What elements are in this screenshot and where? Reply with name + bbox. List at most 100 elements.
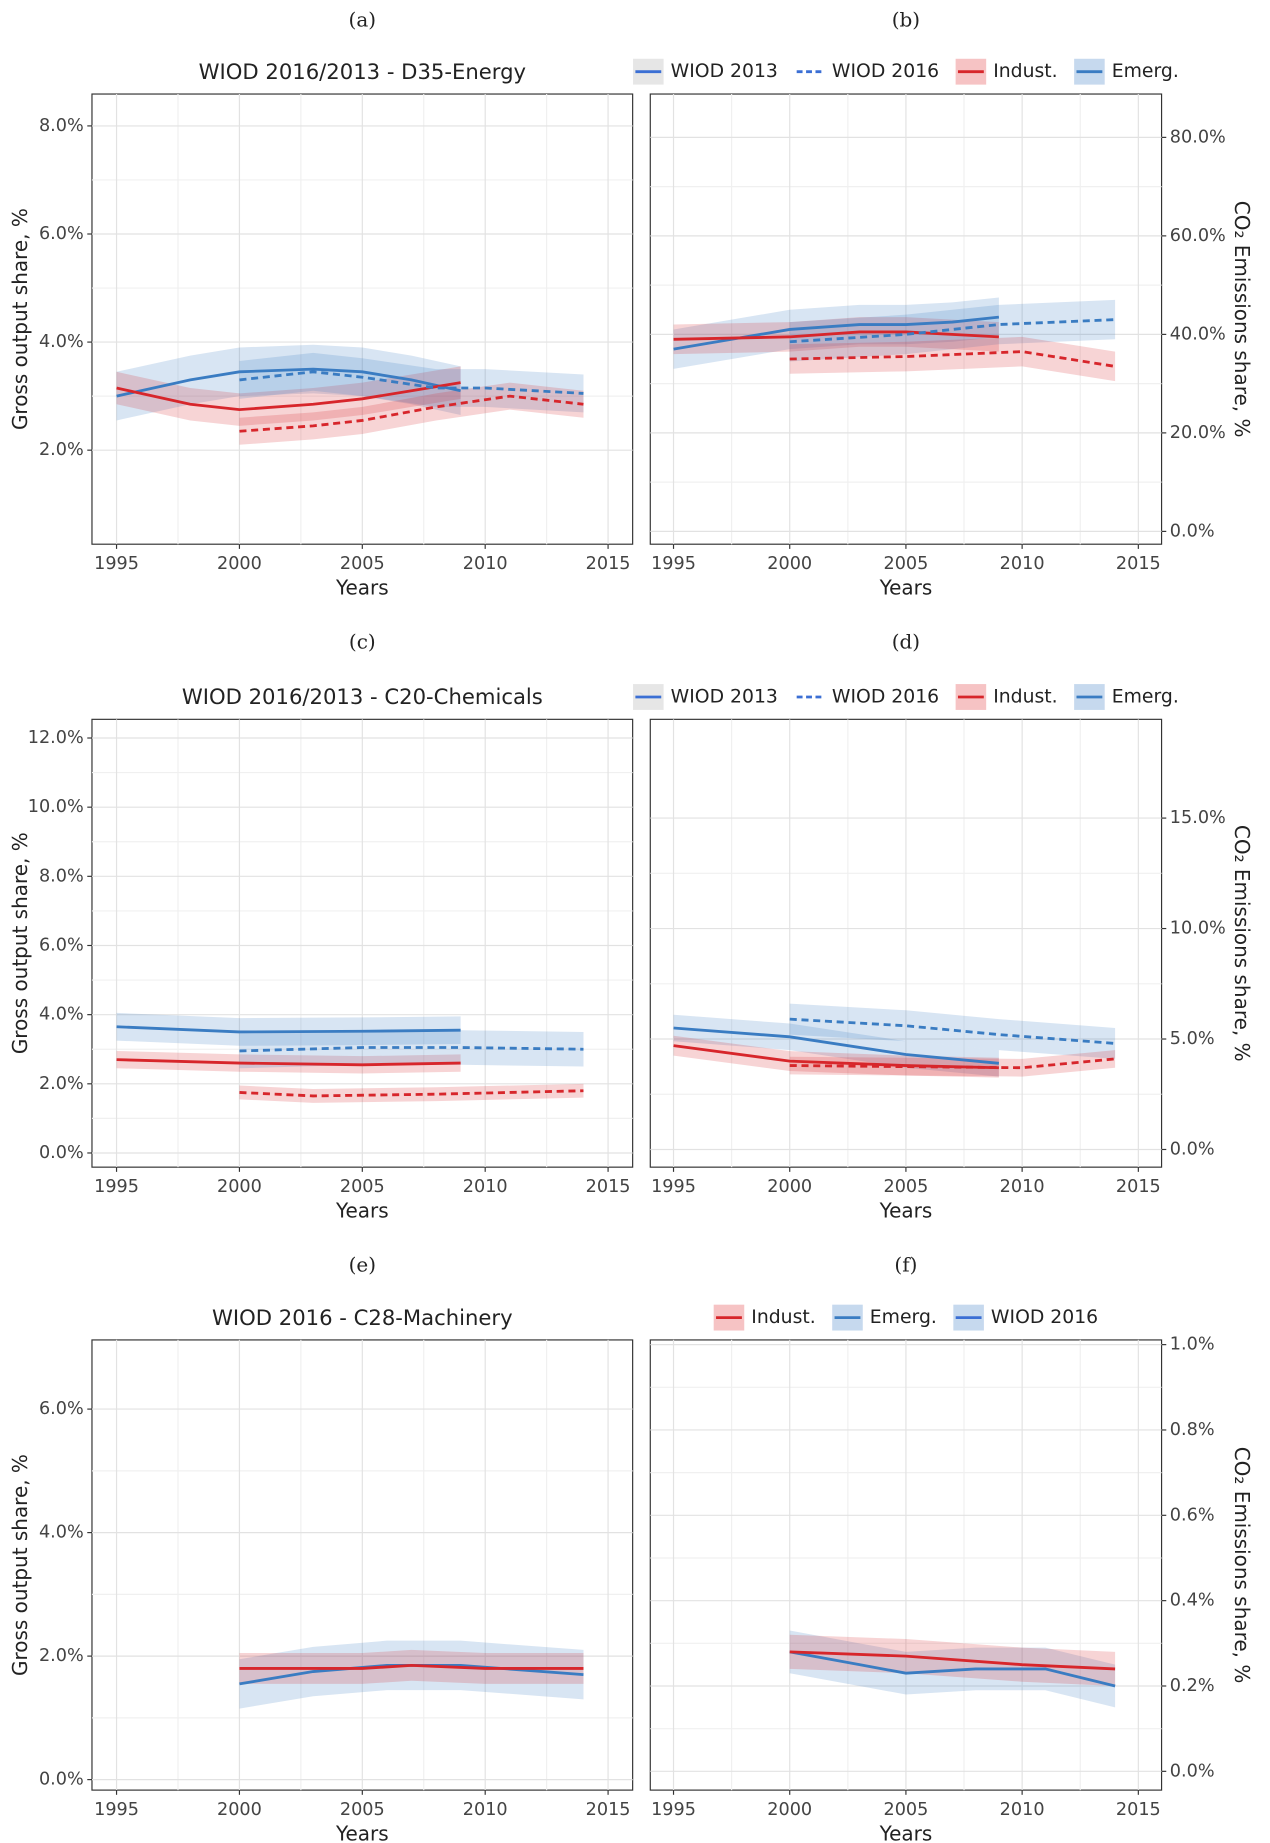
y-tick-label: 0.0% — [39, 1143, 84, 1163]
smooth-line — [116, 1058, 461, 1067]
y-tick-label: 4.0% — [39, 332, 84, 352]
panel-label: (f) — [894, 1252, 917, 1276]
y-tick-label: 6.0% — [39, 1399, 84, 1419]
confidence-band — [116, 1050, 461, 1074]
confidence-band — [116, 344, 461, 421]
x-tick-label: 2005 — [340, 1800, 385, 1820]
x-tick-label: 2000 — [217, 1800, 262, 1820]
x-axis-label: Years — [335, 575, 389, 599]
x-tick-label: 2000 — [217, 1177, 262, 1197]
x-tick-label: 2005 — [340, 554, 385, 574]
y-tick-label: 0.8% — [1170, 1420, 1215, 1440]
x-tick-label: 1995 — [94, 554, 139, 574]
legend-label: Emerg. — [870, 1307, 937, 1328]
confidence-band — [116, 366, 461, 426]
smooth-line — [789, 1650, 1116, 1671]
legend-item: WIOD 2013 — [633, 684, 778, 710]
legend-label: Emerg. — [1112, 687, 1179, 708]
confidence-band — [789, 336, 1116, 382]
y-tick-label: 40.0% — [1170, 324, 1226, 344]
smooth-line — [673, 1044, 999, 1070]
x-tick-label: 2010 — [463, 554, 508, 574]
confidence-band — [239, 1030, 584, 1069]
y-tick-label: 80.0% — [1170, 127, 1226, 147]
x-tick-label: 2000 — [217, 554, 262, 574]
x-tick-label: 2000 — [767, 554, 812, 574]
legend-label: Indust. — [993, 61, 1057, 82]
x-tick-label: 2005 — [883, 1177, 928, 1197]
confidence-band — [789, 1003, 1116, 1059]
smooth-line — [116, 381, 461, 412]
confidence-band — [789, 1630, 1116, 1708]
panel-label: (d) — [892, 629, 920, 653]
y-tick-label: 20.0% — [1170, 423, 1226, 443]
confidence-band — [239, 1649, 584, 1684]
smooth-line — [116, 1025, 461, 1034]
y-tick-label: 2.0% — [39, 1646, 84, 1666]
x-tick-label: 2005 — [340, 1177, 385, 1197]
legend-label: Indust. — [751, 1307, 815, 1328]
legend-item: WIOD 2016 — [953, 1304, 1098, 1331]
legend-label: Emerg. — [1112, 61, 1179, 82]
smooth-line — [239, 1046, 584, 1053]
y-tick-label: 60.0% — [1170, 226, 1226, 246]
x-tick-label: 2000 — [767, 1177, 812, 1197]
smooth-line — [673, 330, 999, 341]
legend-item: WIOD 2016 — [794, 684, 939, 710]
legend-label: WIOD 2016 — [832, 61, 939, 82]
x-tick-label: 2010 — [1000, 1177, 1045, 1197]
y-tick-label: 4.0% — [39, 1523, 84, 1543]
y-tick-label: 0.0% — [39, 1770, 84, 1790]
legend: WIOD 2013 WIOD 2016 Indust. Emerg. — [633, 58, 1179, 85]
x-tick-label: 2010 — [1000, 1800, 1045, 1820]
x-tick-label: 2015 — [586, 1177, 631, 1197]
panel-label: (a) — [349, 8, 377, 32]
y-tick-label: 12.0% — [28, 728, 84, 748]
y-tick-label: 4.0% — [39, 1005, 84, 1025]
x-tick-label: 2015 — [1116, 554, 1161, 574]
legend: WIOD 2013 WIOD 2016 Indust. Emerg. — [633, 684, 1179, 710]
confidence-band — [239, 1083, 584, 1103]
legend-item: WIOD 2016 — [794, 58, 939, 85]
y-tick-label: 0.6% — [1170, 1505, 1215, 1525]
legend-item: WIOD 2013 — [633, 58, 778, 85]
confidence-band — [116, 1012, 461, 1046]
y-axis-label: CO₂ Emissions share, % — [1230, 825, 1254, 1062]
y-tick-label: 0.0% — [1170, 1761, 1215, 1781]
legend-label: WIOD 2016 — [991, 1307, 1098, 1328]
legend-item: Emerg. — [1074, 684, 1179, 710]
legend-item: Emerg. — [832, 1304, 937, 1331]
panel-label: (c) — [349, 629, 376, 653]
confidence-band — [673, 317, 999, 355]
legend: Indust. Emerg. WIOD 2016 — [713, 1304, 1098, 1331]
smooth-line — [239, 1089, 584, 1098]
x-tick-label: 1995 — [94, 1177, 139, 1197]
y-tick-label: 5.0% — [1170, 1029, 1215, 1049]
confidence-band — [673, 1014, 999, 1077]
panel-label: (e) — [349, 1252, 376, 1276]
x-tick-label: 1995 — [651, 554, 696, 574]
x-tick-label: 2005 — [883, 1800, 928, 1820]
x-tick-label: 1995 — [651, 1177, 696, 1197]
x-axis-label: Years — [335, 1821, 389, 1843]
x-tick-label: 2015 — [1116, 1800, 1161, 1820]
smooth-line — [239, 1663, 584, 1670]
y-axis-label: Gross output share, % — [8, 832, 32, 1054]
x-tick-label: 2000 — [767, 1800, 812, 1820]
legend-label: WIOD 2013 — [671, 61, 778, 82]
legend-label: Indust. — [993, 687, 1057, 708]
smooth-line — [116, 367, 461, 398]
x-tick-label: 1995 — [651, 1800, 696, 1820]
x-tick-label: 2015 — [1116, 1177, 1161, 1197]
x-tick-label: 1995 — [94, 1800, 139, 1820]
y-axis-label: CO₂ Emissions share, % — [1230, 201, 1254, 438]
smooth-line — [673, 315, 1000, 351]
legend-item: Indust. — [955, 684, 1058, 710]
legend-label: WIOD 2016 — [832, 687, 939, 708]
y-tick-label: 2.0% — [39, 1074, 84, 1094]
confidence-band — [239, 1640, 584, 1709]
x-axis-label: Years — [879, 1198, 933, 1222]
y-tick-label: 0.0% — [1170, 1139, 1215, 1159]
y-tick-label: 1.0% — [1170, 1335, 1215, 1355]
